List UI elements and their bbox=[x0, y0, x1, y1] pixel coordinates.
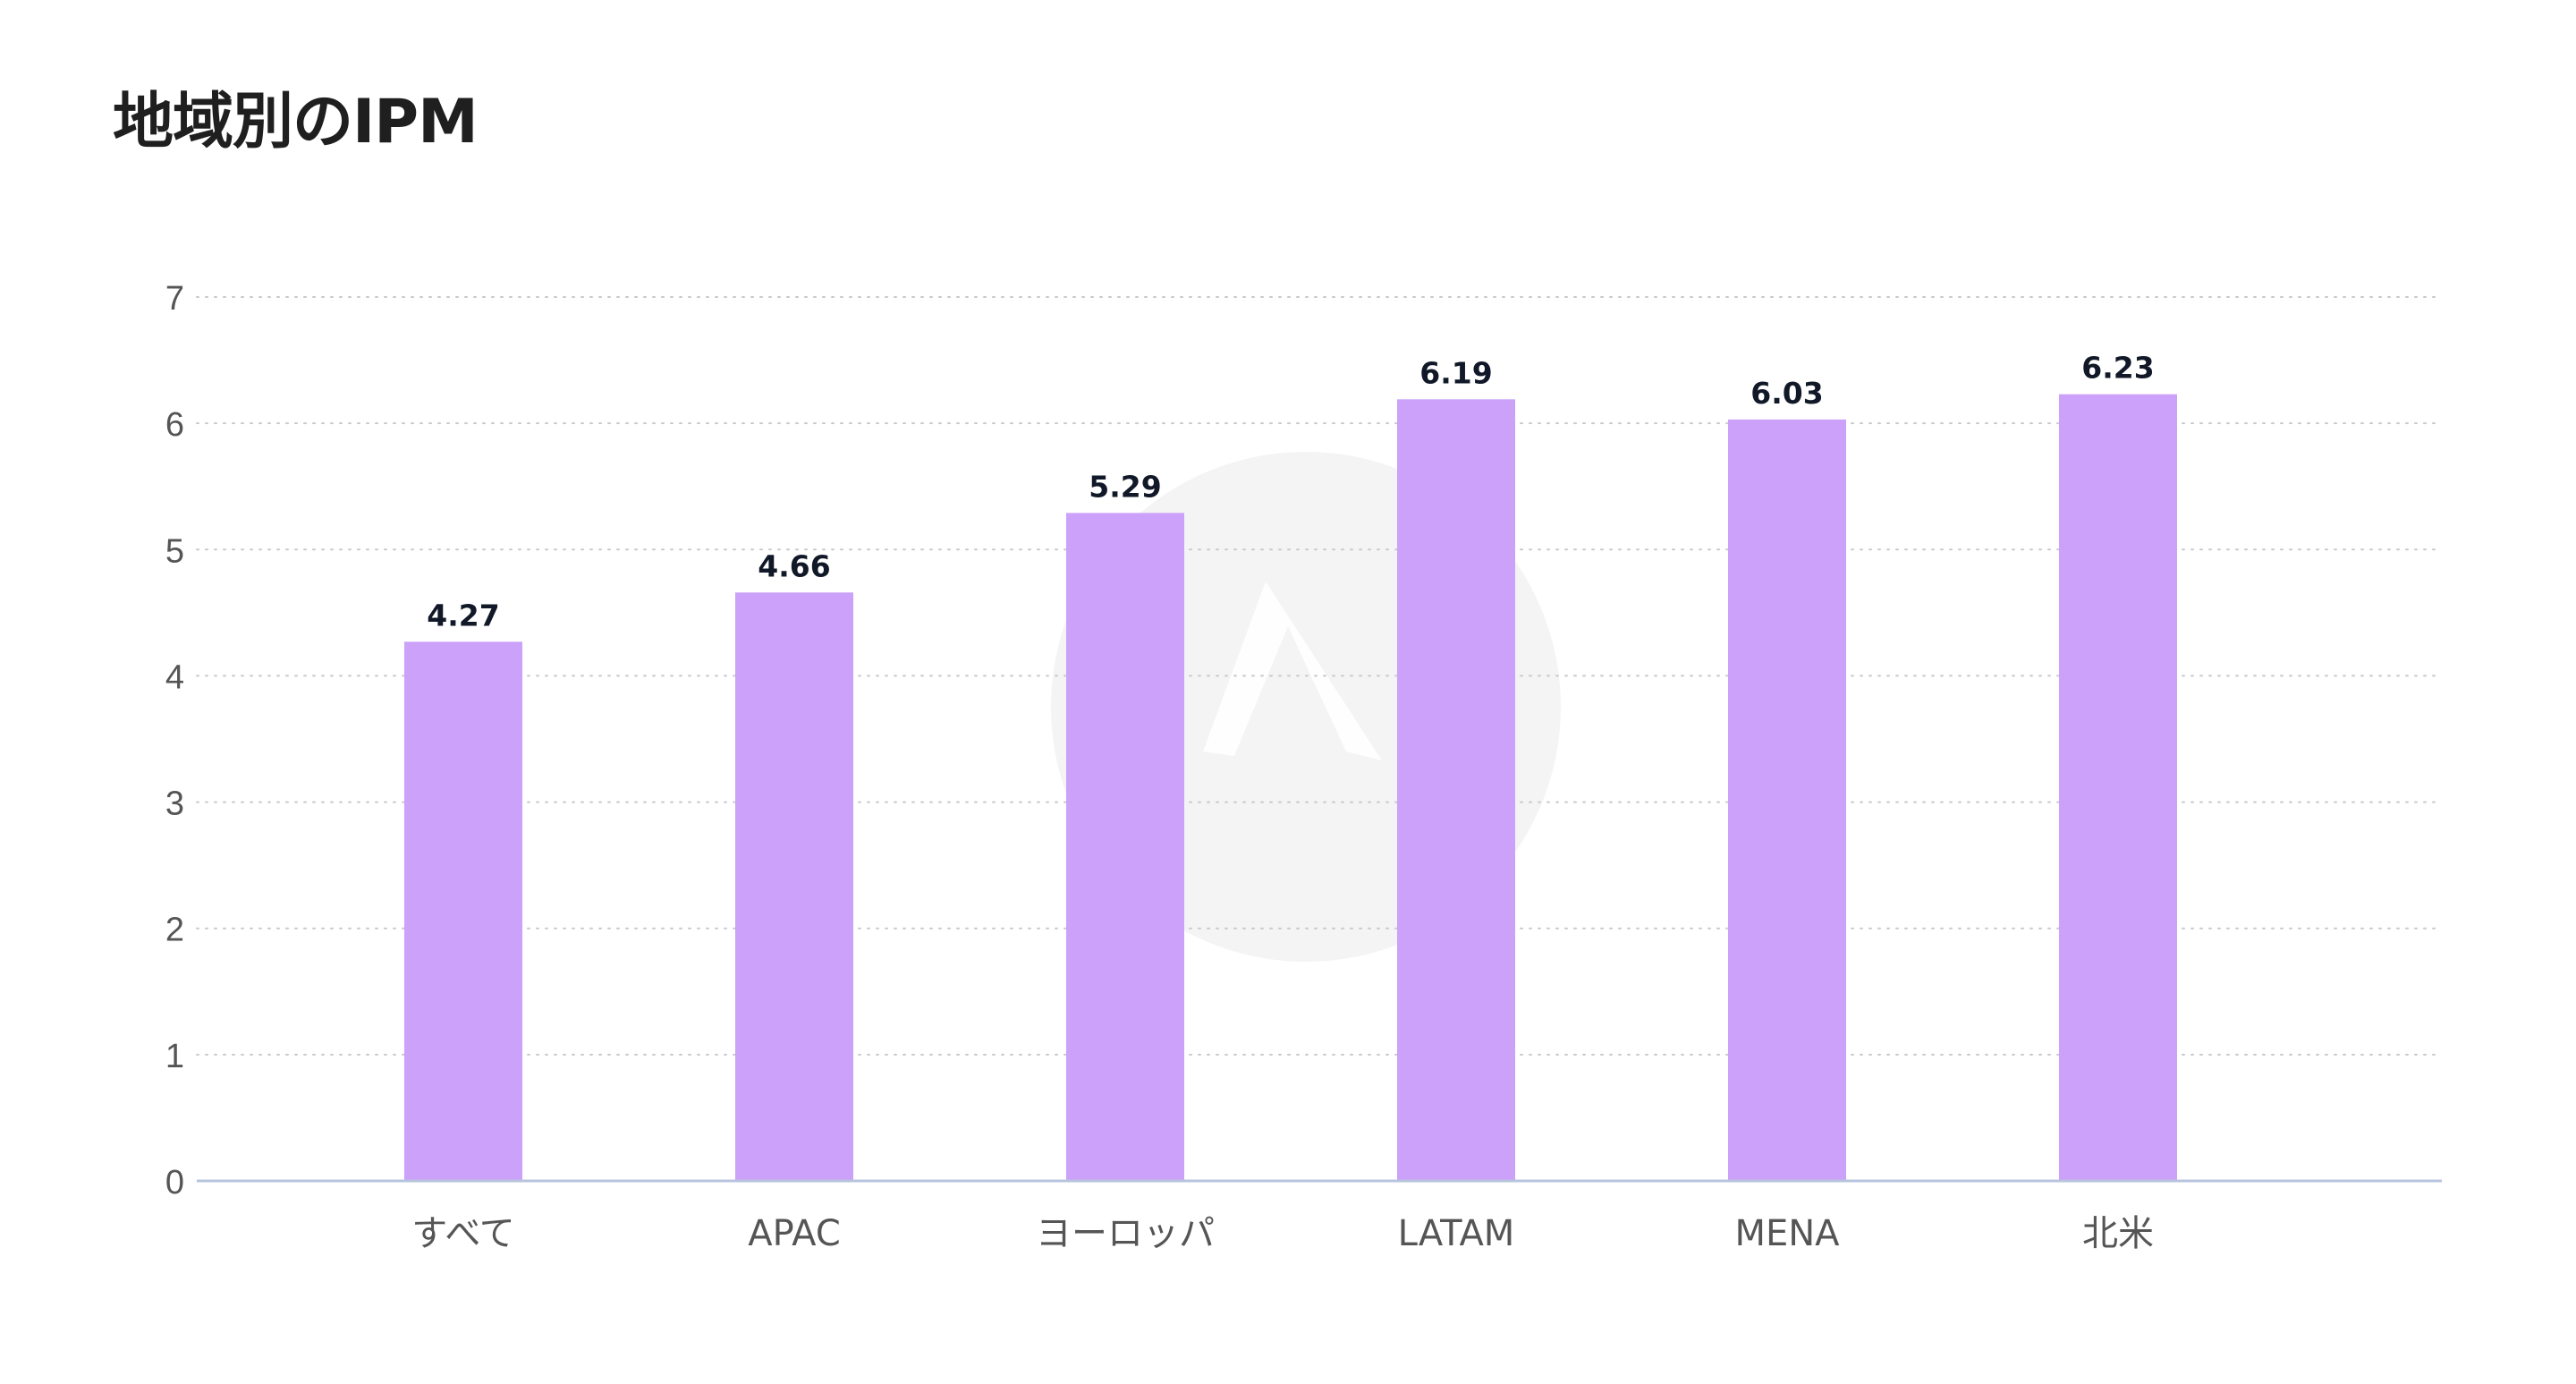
bars bbox=[404, 394, 2177, 1182]
y-axis-ticks: 0 1 2 3 4 5 6 7 bbox=[165, 280, 184, 1201]
bar-value-label: 4.66 bbox=[758, 548, 830, 583]
x-axis-ticks: すべて APAC ヨーロッパ LATAM MENA 北米 bbox=[411, 1213, 2154, 1254]
bar bbox=[1066, 513, 1184, 1181]
y-tick-label: 2 bbox=[165, 912, 184, 949]
x-tick-label: すべて bbox=[411, 1213, 515, 1254]
x-tick-label: APAC bbox=[748, 1213, 841, 1254]
bar bbox=[404, 641, 522, 1181]
x-tick-label: MENA bbox=[1734, 1213, 1840, 1254]
bar bbox=[735, 592, 853, 1181]
x-tick-label: 北米 bbox=[2082, 1213, 2154, 1254]
bar-value-label: 4.27 bbox=[427, 598, 499, 633]
chart-title: 地域別のIPM bbox=[113, 87, 479, 157]
y-tick-label: 7 bbox=[165, 280, 184, 318]
watermark-glyph bbox=[1203, 582, 1382, 760]
x-tick-label: LATAM bbox=[1398, 1213, 1515, 1254]
y-tick-label: 6 bbox=[165, 406, 184, 444]
y-tick-label: 5 bbox=[165, 532, 184, 570]
bar-value-labels: 4.27 4.66 5.29 6.19 6.03 6.23 bbox=[427, 351, 2154, 633]
y-tick-label: 1 bbox=[165, 1038, 184, 1075]
y-tick-label: 3 bbox=[165, 785, 184, 823]
y-tick-label: 4 bbox=[165, 658, 184, 696]
bar-value-label: 6.23 bbox=[2081, 351, 2154, 386]
bar bbox=[1397, 399, 1515, 1182]
bar-value-label: 6.03 bbox=[1750, 376, 1823, 411]
bar-value-label: 6.19 bbox=[1419, 355, 1492, 390]
bar bbox=[1728, 419, 1846, 1181]
bar bbox=[2059, 394, 2177, 1181]
bar-value-label: 5.29 bbox=[1089, 469, 1161, 504]
x-tick-label: ヨーロッパ bbox=[1036, 1213, 1215, 1254]
y-tick-label: 0 bbox=[165, 1164, 184, 1201]
